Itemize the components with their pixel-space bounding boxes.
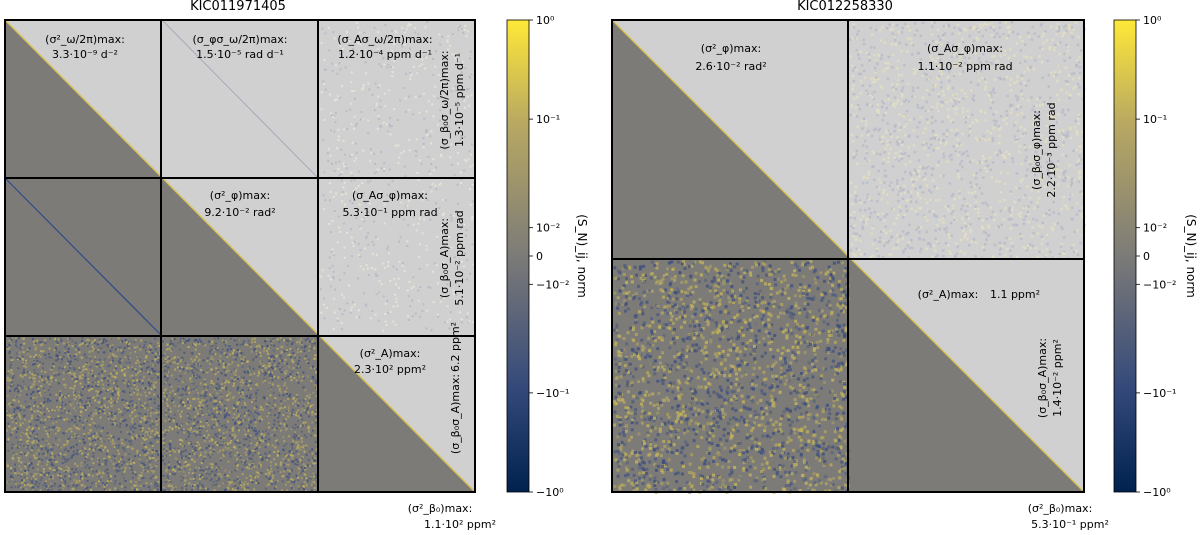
vertical-label-value: 1.4·10⁻² ppm² [1051, 339, 1064, 417]
vertical-label: (σ_β₀σ_ω/2π)max: 1.3·10⁻⁵ ppm d⁻¹ [438, 50, 466, 149]
vertical-label-value: 2.2·10⁻³ ppm rad [1045, 102, 1058, 197]
block-label-value: 2.3·10² ppm² [354, 363, 426, 376]
vertical-label: (σ_β₀σ_A)max: 1.4·10⁻² ppm² [1036, 338, 1064, 418]
bottom-label-value: 5.3·10⁻¹ ppm² [1031, 518, 1109, 531]
panel-left-title: KIC011971405 [190, 0, 286, 14]
block-label-name-value: (σ²_A)max: [918, 288, 979, 301]
noise-texture [6, 21, 476, 493]
vertical-label-value: 6.2 ppm² [449, 322, 462, 372]
vertical-label-name: (σ_β₀σ_A)max: [1036, 338, 1049, 418]
bottom-label-name: (σ²_β₀)max: [408, 502, 473, 515]
colorbar-tick-label: −10⁻¹ [536, 387, 569, 400]
diagonal-line [4, 19, 476, 493]
panel-right-title: KIC012258330 [797, 0, 893, 14]
block-label-name: (σ²_ω/2π)max: [45, 33, 125, 46]
block-label-value: 1.1·10⁻² ppm rad [917, 60, 1012, 73]
colorbar [506, 19, 530, 493]
block-label-value: 3.3·10⁻⁹ d⁻² [52, 48, 118, 61]
faint-diagonal [161, 19, 319, 179]
colorbar [1113, 19, 1137, 493]
colorbar-tick-label: 10⁰ [1143, 14, 1162, 27]
bottom-label-value: 1.1·10² ppm² [424, 518, 496, 531]
block-label-value: 9.2·10⁻² rad² [204, 206, 275, 219]
vertical-label-value: 5.1·10⁻² ppm rad [453, 210, 466, 305]
vertical-label-name: (σ_β₀σ_A)max: [449, 374, 462, 454]
vertical-label: (σ_β₀σ_A)max: 5.1·10⁻² ppm rad [438, 210, 466, 305]
block-label-name: (σ_Aσ_ω/2π)max: [337, 33, 432, 46]
block-label-name: (σ²_φ)max: [701, 42, 761, 55]
colorbar-tick-label: 10⁻¹ [536, 113, 560, 126]
block-grid [4, 19, 476, 493]
colorbar-tick-label: −10⁻² [536, 278, 569, 291]
bottom-label-name: (σ²_β₀)max: [1028, 502, 1093, 515]
panel-right: KIC012258330 (σ²_φ)max: 2.6·10⁻² rad² (σ… [611, 0, 1198, 531]
vertical-label-value: 1.3·10⁻⁵ ppm d⁻¹ [453, 53, 466, 147]
block-grid [611, 19, 1085, 493]
block-label-value: 5.3·10⁻¹ ppm rad [342, 206, 437, 219]
colorbar-tick-label: −10⁰ [1143, 486, 1171, 499]
block-label-name: (σ²_A)max: [360, 347, 421, 360]
colorbar-tick-label: 10⁻² [1143, 222, 1167, 235]
vertical-label: (σ_β₀σ_A)max: 6.2 ppm² [449, 322, 462, 454]
vertical-label-name: (σ_β₀σ_A)max: [438, 218, 451, 298]
block-label-value: 2.6·10⁻² rad² [695, 60, 766, 73]
vertical-label: (σ_β₀σ_φ)max: 2.2·10⁻³ ppm rad [1030, 102, 1058, 197]
colorbar-tick-label: −10⁻² [1143, 278, 1176, 291]
vertical-label-name: (σ_β₀σ_φ)max: [1030, 110, 1043, 190]
block-label-name: (σ_Aσ_φ)max: [352, 189, 428, 202]
panel-left: KIC011971405 (σ²_ω/2π)max: 3.3·10⁻⁹ d⁻² … [4, 0, 589, 531]
colorbar-tick-label: −10⁰ [536, 486, 564, 499]
block-label-value: 1.5·10⁻⁵ rad d⁻¹ [196, 48, 284, 61]
colorbar-tick-label: 0 [1143, 250, 1150, 263]
colorbar-tick-label: 0 [536, 250, 543, 263]
block-label-name: (σ_Aσ_φ)max: [927, 42, 1003, 55]
colorbar-label: (S_N)_ij, norm [1184, 214, 1198, 298]
colorbar-tick-label: −10⁻¹ [1143, 387, 1176, 400]
block-label-name: (σ_φσ_ω/2π)max: [193, 33, 288, 46]
noise-texture [613, 21, 1086, 494]
colorbar-ticks: 10⁰ 10⁻¹ 10⁻² 0 −10⁻² −10⁻¹ −10⁰ [1136, 14, 1176, 499]
block-label-value: 1.1 ppm² [990, 288, 1040, 301]
colorbar-tick-label: 10⁻¹ [1143, 113, 1167, 126]
vertical-label-name: (σ_β₀σ_ω/2π)max: [438, 50, 451, 149]
colorbar-label: (S_N)_ij, norm [575, 214, 589, 298]
block-label-name: (σ²_φ)max: [210, 189, 270, 202]
faint-diagonal [4, 177, 163, 337]
block-label-value: 1.2·10⁻⁴ ppm d⁻¹ [338, 48, 432, 61]
colorbar-tick-label: 10⁰ [536, 14, 555, 27]
colorbar-tick-label: 10⁻² [536, 222, 560, 235]
colorbar-ticks: 10⁰ 10⁻¹ 10⁻² 0 −10⁻² −10⁻¹ −10⁰ [529, 14, 569, 499]
